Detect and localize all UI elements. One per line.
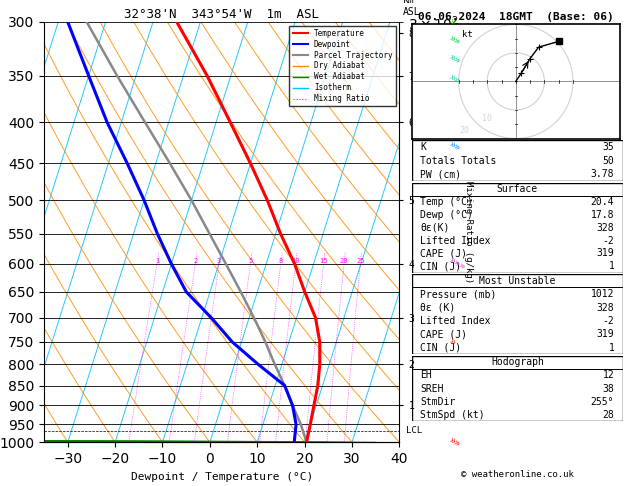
Text: 1: 1 — [608, 343, 615, 353]
Text: Temp (°C): Temp (°C) — [420, 197, 473, 207]
Text: Lifted Index: Lifted Index — [420, 316, 491, 326]
Text: 25: 25 — [356, 258, 365, 264]
Text: K: K — [420, 142, 426, 152]
Text: 12: 12 — [603, 370, 615, 381]
Text: 319: 319 — [597, 329, 615, 339]
Text: CIN (J): CIN (J) — [420, 343, 462, 353]
Text: 1: 1 — [155, 258, 159, 264]
Text: Totals Totals: Totals Totals — [420, 156, 497, 166]
Text: »»»: »»» — [447, 255, 467, 273]
Text: 319: 319 — [597, 248, 615, 259]
Text: Most Unstable: Most Unstable — [479, 276, 555, 286]
Text: 2: 2 — [193, 258, 198, 264]
Text: »»: »» — [447, 435, 462, 450]
Text: 28: 28 — [603, 410, 615, 420]
Text: Hodograph: Hodograph — [491, 357, 544, 367]
Text: 06.06.2024  18GMT  (Base: 06): 06.06.2024 18GMT (Base: 06) — [418, 12, 614, 22]
Text: 8: 8 — [279, 258, 283, 264]
Text: 20.4: 20.4 — [591, 197, 615, 207]
Text: 35: 35 — [603, 142, 615, 152]
Text: © weatheronline.co.uk: © weatheronline.co.uk — [461, 469, 574, 479]
Text: 5: 5 — [248, 258, 252, 264]
Text: 20: 20 — [459, 126, 469, 135]
Text: »»: »» — [447, 71, 462, 86]
Text: CIN (J): CIN (J) — [420, 261, 462, 271]
Text: km
ASL: km ASL — [403, 0, 420, 17]
Text: SREH: SREH — [420, 383, 444, 394]
Text: EH: EH — [420, 370, 432, 381]
Text: 1: 1 — [608, 261, 615, 271]
Text: »: » — [447, 336, 457, 347]
Text: »: » — [447, 16, 457, 28]
Y-axis label: Mixing Ratio (g/kg): Mixing Ratio (g/kg) — [464, 181, 473, 283]
Text: 38: 38 — [603, 383, 615, 394]
Text: Dewp (°C): Dewp (°C) — [420, 210, 473, 220]
Text: Pressure (mb): Pressure (mb) — [420, 289, 497, 299]
Text: kt: kt — [462, 30, 472, 39]
Text: -2: -2 — [603, 236, 615, 245]
Text: 15: 15 — [320, 258, 328, 264]
Text: »»: »» — [447, 33, 462, 47]
Text: »»: »» — [447, 139, 462, 154]
Text: -2: -2 — [603, 316, 615, 326]
Text: θε (K): θε (K) — [420, 302, 455, 312]
Text: 10: 10 — [291, 258, 300, 264]
Text: CAPE (J): CAPE (J) — [420, 248, 467, 259]
Text: StmSpd (kt): StmSpd (kt) — [420, 410, 485, 420]
Text: LCL: LCL — [406, 426, 423, 435]
Text: Lifted Index: Lifted Index — [420, 236, 491, 245]
Text: θε(K): θε(K) — [420, 223, 450, 233]
Text: 50: 50 — [603, 156, 615, 166]
Text: 328: 328 — [597, 223, 615, 233]
Text: PW (cm): PW (cm) — [420, 170, 462, 179]
X-axis label: Dewpoint / Temperature (°C): Dewpoint / Temperature (°C) — [131, 471, 313, 482]
Text: Surface: Surface — [497, 184, 538, 194]
Title: 32°38'N  343°54'W  1m  ASL: 32°38'N 343°54'W 1m ASL — [124, 8, 320, 21]
Text: 3.78: 3.78 — [591, 170, 615, 179]
Text: 255°: 255° — [591, 397, 615, 407]
Legend: Temperature, Dewpoint, Parcel Trajectory, Dry Adiabat, Wet Adiabat, Isotherm, Mi: Temperature, Dewpoint, Parcel Trajectory… — [289, 26, 396, 106]
Text: 328: 328 — [597, 302, 615, 312]
Text: CAPE (J): CAPE (J) — [420, 329, 467, 339]
Text: 17.8: 17.8 — [591, 210, 615, 220]
Text: StmDir: StmDir — [420, 397, 455, 407]
Text: 3: 3 — [217, 258, 221, 264]
Text: 1012: 1012 — [591, 289, 615, 299]
Text: 20: 20 — [340, 258, 348, 264]
Text: »»: »» — [447, 52, 462, 66]
Text: 10: 10 — [482, 114, 493, 123]
